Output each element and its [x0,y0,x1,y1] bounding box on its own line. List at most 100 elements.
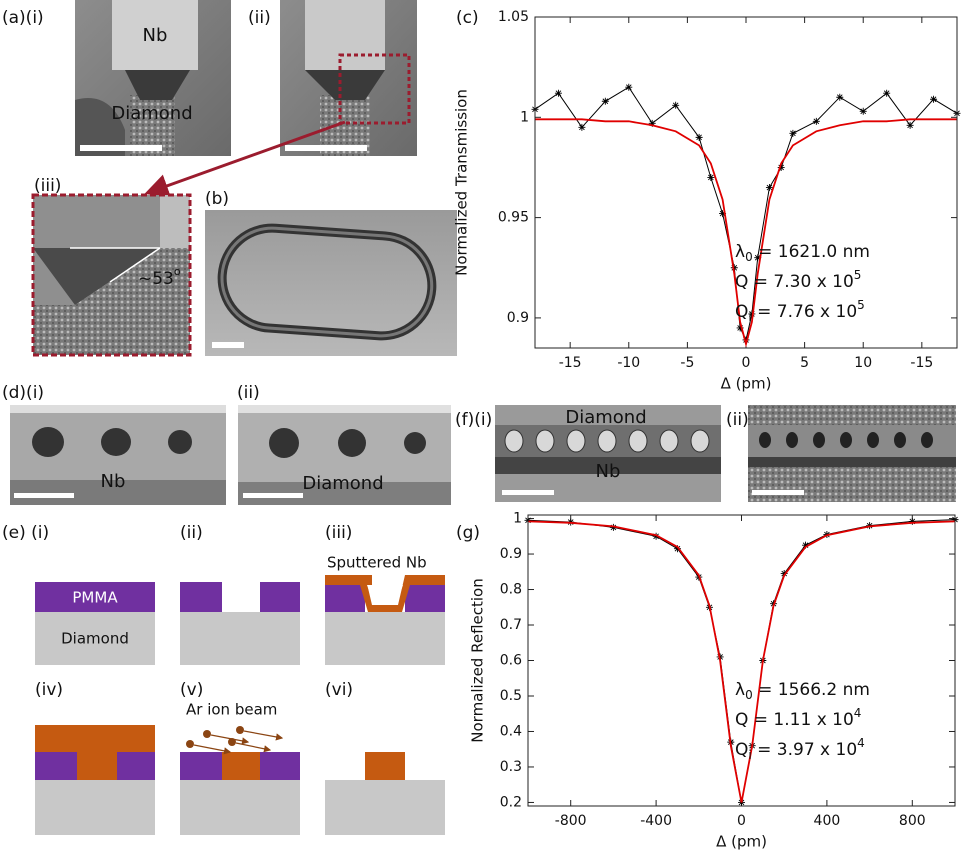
angle-sup: o [174,265,181,278]
sem-image [495,405,721,502]
data-point [672,101,680,109]
y-tick-label: 1.05 [498,9,529,25]
annotation-text: Q [735,302,748,322]
x-tick-label: -15 [910,355,933,371]
x-tick-label: -15 [559,355,582,371]
data-point [765,184,773,192]
panel-label: (f)(i) [455,410,492,430]
x-tick-label: -5 [680,355,694,371]
annotation: λ0 = 1566.2 nm [735,680,870,702]
annotation-rest: = 7.76 x 10 [752,302,857,322]
annotation: λ0 = 1621.0 nm [735,242,870,264]
sem-label: Nb [101,471,126,492]
x-tick-label: -800 [555,813,587,829]
schematic-label: Diamond [61,630,129,648]
panel-label: (ii) [726,410,749,430]
sem-image [238,405,451,505]
data-point [748,310,756,318]
plot-frame [534,16,958,349]
sem-label: Diamond [111,103,192,124]
sem-image [31,193,192,357]
data-point [609,523,617,531]
y-tick-label: 0.7 [500,617,522,633]
annotation-rest: = 1566.2 nm [753,680,870,700]
panel-label: (vi) [325,680,353,700]
sem-image [10,405,226,505]
data-point [736,324,744,332]
data-point [625,83,633,91]
schematic-label: Sputtered Nb [327,554,427,572]
data-point [695,133,703,141]
data-point [652,532,660,540]
data-point [780,570,788,578]
data-point [836,93,844,101]
x-tick-label: 5 [800,355,809,371]
data-line [527,520,956,803]
data-point [719,210,727,218]
y-axis-label: Normalized Transmission [453,89,471,276]
panel-label: (b) [205,189,229,209]
data-point [908,517,916,525]
panel-label: (a)(i) [2,8,44,28]
data-point [673,545,681,553]
y-tick-label: 0.9 [507,310,529,326]
data-point [742,336,750,344]
annotation-sub: 0 [745,688,753,702]
schematic-label: PMMA [72,589,118,607]
data-point [883,89,891,97]
sem-image [75,0,231,156]
annotation-text: λ [735,680,745,700]
annotation-sub: i [748,748,751,762]
y-tick-label: 0.3 [500,759,522,775]
sem-image [748,405,956,502]
data-point [730,264,738,272]
annotation: Qi = 3.97 x 104 [735,736,865,762]
angle-text: ~53 [138,269,174,289]
x-tick-label: -10 [617,355,640,371]
panel-label: (e) (i) [2,523,49,543]
data-point [789,129,797,137]
x-tick-label: 400 [814,813,841,829]
data-line [535,118,957,348]
y-tick-label: 0.8 [500,582,522,598]
x-tick-label: 0 [742,355,751,371]
data-point [707,173,715,181]
panel-label: (ii) [180,523,203,543]
data-point [906,121,914,129]
y-tick-label: 0.4 [500,723,522,739]
data-point [777,163,785,171]
data-line [527,519,956,803]
y-axis-label: Normalized Reflection [469,578,487,742]
data-point [930,95,938,103]
annotation-rest: = 1621.0 nm [753,242,870,262]
y-tick-label: 0.6 [500,653,522,669]
annotation: Q = 7.30 x 105 [735,268,861,293]
sem-image [280,0,417,156]
data-point [554,89,562,97]
annotation-text: λ [735,242,745,262]
data-point [578,123,586,131]
data-point [648,119,656,127]
sem-image [205,210,457,356]
y-tick-label: 0.9 [500,546,522,562]
y-tick-label: 0.5 [500,688,522,704]
annotation-sup: 4 [857,736,865,750]
data-point [802,541,810,549]
sem-label: Nb [596,461,621,482]
plot-frame [527,514,956,807]
sem-label: Diamond [302,473,383,494]
angle-label: ~53o [138,265,181,289]
annotation-text: Q = 1.11 x 10 [735,710,854,730]
y-tick-label: 1 [520,109,529,125]
x-tick-label: -400 [640,813,672,829]
annotation-sub: i [748,310,751,324]
sem-label: Diamond [565,407,646,428]
panel-label: (ii) [248,8,271,28]
y-tick-label: 0.95 [498,210,529,226]
data-point [859,107,867,115]
sem-label: Nb [143,25,168,46]
panel-label: (g) [456,523,480,543]
annotation-text: Q = 7.30 x 10 [735,272,854,292]
annotation-sup: 4 [854,706,862,720]
